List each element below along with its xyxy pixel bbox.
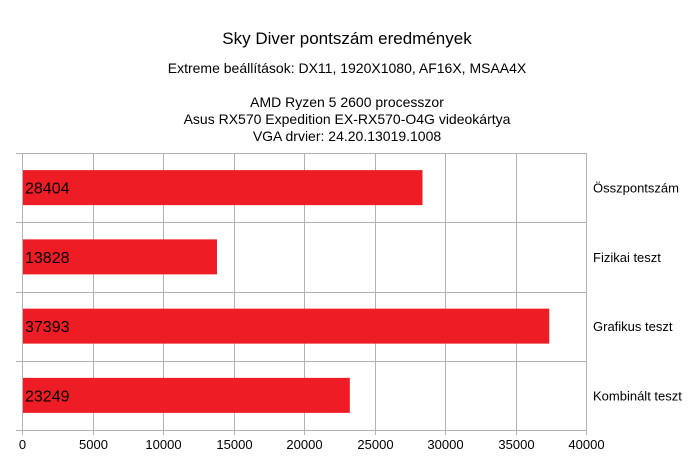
bar-value-label: 13828: [25, 250, 70, 267]
x-tick-label: 5000: [79, 437, 108, 452]
x-tick-label: 20000: [286, 437, 322, 452]
chart-subtitle: Extreme beállítások: DX11, 1920X1080, AF…: [0, 60, 694, 76]
category-label: Fizikai teszt: [593, 250, 661, 265]
info-line-cpu-text: AMD Ryzen 5 2600 processzor: [250, 94, 444, 110]
x-tick-label: 40000: [568, 437, 604, 452]
chart-title-text: Sky Diver pontszám eredmények: [222, 29, 472, 48]
bars: [23, 170, 550, 413]
chart-subtitle-text: Extreme beállítások: DX11, 1920X1080, AF…: [167, 60, 527, 76]
bar: [23, 170, 423, 206]
x-tick-label: 10000: [145, 437, 181, 452]
category-label: Összpontszám: [593, 181, 679, 196]
x-tick-label: 35000: [498, 437, 534, 452]
info-line-cpu: AMD Ryzen 5 2600 processzor: [0, 94, 694, 110]
category-label: Kombinált teszt: [593, 388, 682, 403]
info-line-driver: VGA drvier: 24.20.13019.1008: [0, 128, 694, 144]
category-label: Grafikus teszt: [593, 319, 673, 334]
bar-value-label: 37393: [25, 319, 70, 336]
bar: [23, 239, 217, 275]
chart-title: Sky Diver pontszám eredmények: [0, 29, 694, 48]
axes: [22, 153, 587, 435]
bar-value-label: 23249: [25, 388, 70, 405]
info-line-driver-text: VGA drvier: 24.20.13019.1008: [252, 128, 442, 144]
bar: [23, 377, 350, 413]
x-tick-label: 25000: [357, 437, 393, 452]
info-line-gpu-text: Asus RX570 Expedition EX-RX570-O4G video…: [183, 111, 511, 127]
info-line-gpu: Asus RX570 Expedition EX-RX570-O4G video…: [0, 111, 694, 127]
x-tick-label: 0: [19, 437, 26, 452]
bar: [23, 308, 550, 344]
bar-value-label: 28404: [25, 181, 70, 198]
labels: 0 5000 10000 15000 20000 25000 30000 35000 40000…: [19, 181, 682, 452]
x-tick-label: 30000: [427, 437, 463, 452]
x-tick-label: 15000: [216, 437, 252, 452]
